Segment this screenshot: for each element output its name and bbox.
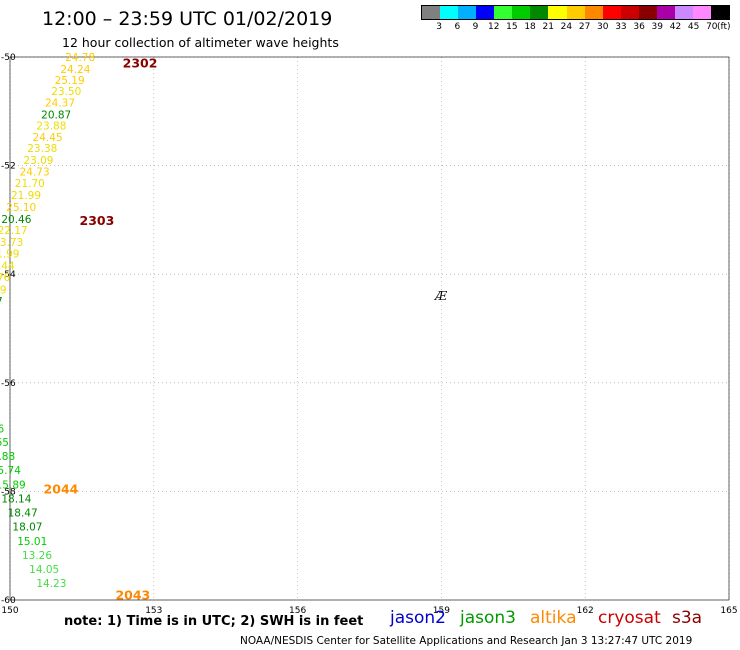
satellite-legend-item: cryosat bbox=[598, 608, 661, 628]
wave-height-label: 19.97 bbox=[0, 296, 3, 308]
wave-height-label: 23.73 bbox=[0, 237, 23, 249]
wave-height-label: 14.23 bbox=[36, 578, 66, 590]
colorbar-swatch bbox=[620, 6, 639, 19]
wave-height-label: 23.09 bbox=[23, 155, 53, 167]
wave-height-label: 23.76 bbox=[0, 272, 11, 284]
colorbar-tick-label: 45 bbox=[687, 22, 700, 32]
wave-height-label: 24.73 bbox=[20, 167, 50, 179]
colorbar-swatch bbox=[422, 6, 441, 19]
colorbar-tick-label: 21 bbox=[542, 22, 554, 32]
colorbar-tick-label: 18 bbox=[524, 22, 536, 32]
wave-height-label: 13.26 bbox=[22, 550, 52, 562]
lon-tick-label: 153 bbox=[145, 606, 162, 616]
wave-height-label: 24.78 bbox=[65, 52, 95, 64]
colorbar-tick-label: 6 bbox=[454, 22, 461, 32]
colorbar-swatch bbox=[711, 6, 730, 19]
colorbar-swatch bbox=[458, 6, 477, 19]
track-time-label: 2303 bbox=[80, 213, 115, 228]
wave-height-label: 24.24 bbox=[60, 64, 90, 76]
lon-tick-label: 162 bbox=[577, 606, 594, 616]
satellite-legend-item: jason3 bbox=[460, 608, 516, 628]
colorbar-swatch bbox=[674, 6, 693, 19]
colorbar-tick-label: 27 bbox=[578, 22, 591, 32]
colorbar-swatch bbox=[566, 6, 585, 19]
wave-height-label: 22.17 bbox=[0, 225, 28, 237]
colorbar-swatch bbox=[638, 6, 657, 19]
colorbar bbox=[421, 5, 730, 20]
colorbar-swatch bbox=[494, 6, 513, 19]
wave-height-label: 15.89 bbox=[0, 479, 26, 491]
island-label: Æ bbox=[433, 289, 448, 303]
satellite-legend-item: jason2 bbox=[390, 608, 446, 628]
satellite-legend-item: altika bbox=[530, 608, 577, 628]
lat-tick-label: -50 bbox=[1, 53, 16, 63]
wave-height-label: 14.05 bbox=[29, 564, 59, 576]
wave-height-label: 18.07 bbox=[12, 522, 42, 534]
colorbar-swatch bbox=[692, 6, 711, 19]
colorbar-tick-label: 36 bbox=[633, 22, 645, 32]
page-subtitle: 12 hour collection of altimeter wave hei… bbox=[62, 35, 339, 50]
colorbar-tick-label: 15 bbox=[506, 22, 518, 32]
colorbar-swatch bbox=[530, 6, 549, 19]
colorbar-tick-label: 33 bbox=[615, 22, 627, 32]
colorbar-tick-label: 42 bbox=[669, 22, 682, 32]
colorbar-swatch bbox=[656, 6, 675, 19]
lat-tick-label: -58 bbox=[1, 487, 16, 497]
footer-credit: NOAA/NESDIS Center for Satellite Applica… bbox=[240, 635, 693, 647]
wave-height-label: 21.70 bbox=[15, 178, 45, 190]
lon-tick-label: 159 bbox=[433, 606, 450, 616]
track-time-label: 2045 bbox=[0, 286, 1, 301]
track-time-label: 2302 bbox=[123, 55, 158, 70]
wave-height-label: 20.46 bbox=[1, 214, 31, 226]
wave-height-label: 21.99 bbox=[0, 249, 19, 261]
colorbar-tick-label: 39 bbox=[651, 22, 663, 32]
note-text: note: 1) Time is in UTC; 2) SWH is in fe… bbox=[64, 614, 364, 629]
wave-height-label: 25.10 bbox=[6, 202, 36, 214]
wave-height-label: 15.74 bbox=[0, 465, 21, 477]
colorbar-swatch bbox=[602, 6, 621, 19]
wave-height-label: 15.65 bbox=[0, 437, 9, 449]
wave-height-label: 23.38 bbox=[27, 143, 57, 155]
wave-height-label: 18.14 bbox=[1, 493, 31, 505]
wave-height-label: 21.49 bbox=[0, 284, 7, 296]
colorbar-tick-label: 30 bbox=[597, 22, 609, 32]
colorbar-swatch bbox=[584, 6, 603, 19]
wave-height-label: 17.56 bbox=[0, 423, 4, 435]
wave-height-label: 15.01 bbox=[17, 536, 47, 548]
colorbar-tick-label: 24 bbox=[560, 22, 573, 32]
wave-height-label: 25.19 bbox=[55, 75, 85, 87]
colorbar-swatch bbox=[476, 6, 495, 19]
colorbar-tick-label: 12 bbox=[487, 22, 500, 32]
colorbar-swatch bbox=[512, 6, 531, 19]
lat-tick-label: -52 bbox=[1, 162, 16, 172]
wave-height-label: 24.37 bbox=[45, 98, 75, 110]
wave-height-label: 23.88 bbox=[36, 120, 66, 132]
page-title: 12:00 – 23:59 UTC 01/02/2019 bbox=[42, 8, 333, 30]
colorbar-tick-label: 9 bbox=[472, 22, 479, 32]
lat-tick-label: -56 bbox=[1, 379, 16, 389]
wave-height-label: 15.88 bbox=[0, 451, 15, 463]
wave-height-label: 21.99 bbox=[11, 190, 41, 202]
colorbar-tick-label: 3 bbox=[436, 22, 443, 32]
lat-tick-label: -54 bbox=[1, 270, 16, 280]
lon-tick-label: 156 bbox=[289, 606, 306, 616]
wave-height-label: 20.87 bbox=[41, 110, 71, 122]
lat-tick-label: -60 bbox=[1, 596, 16, 606]
wave-height-label: 18.47 bbox=[8, 508, 38, 520]
track-time-label: 2044 bbox=[44, 482, 79, 497]
map-frame bbox=[9, 56, 730, 601]
colorbar-unit: (ft) bbox=[717, 22, 731, 32]
wave-height-label: 24.45 bbox=[33, 132, 63, 144]
lon-tick-label: 150 bbox=[1, 606, 18, 616]
wave-height-label: 23.50 bbox=[51, 86, 81, 98]
lon-tick-label: 165 bbox=[720, 606, 737, 616]
wave-height-label: 21.44 bbox=[0, 261, 15, 273]
track-time-label: 2043 bbox=[115, 588, 150, 603]
colorbar-swatch bbox=[440, 6, 459, 19]
satellite-legend-item: s3a bbox=[672, 608, 703, 628]
colorbar-tick-label: 70 bbox=[706, 22, 718, 32]
colorbar-swatch bbox=[548, 6, 567, 19]
